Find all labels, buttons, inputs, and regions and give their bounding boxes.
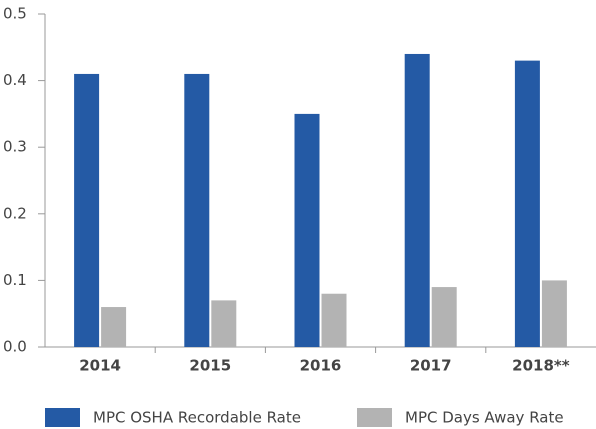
legend-label: MPC OSHA Recordable Rate [93, 409, 301, 427]
x-tick-label: 2017 [410, 357, 452, 375]
y-tick-label: 0.0 [3, 338, 27, 356]
bar [541, 280, 567, 347]
bar [404, 53, 430, 348]
y-tick-label: 0.5 [3, 5, 27, 23]
y-tick-label: 0.3 [3, 138, 27, 156]
bar [211, 300, 237, 347]
bar [184, 73, 210, 347]
bar [74, 73, 100, 347]
bar [294, 113, 320, 348]
x-tick-label: 2014 [79, 357, 121, 375]
bar [431, 287, 457, 347]
bar [321, 293, 347, 347]
legend-swatch [357, 408, 392, 427]
legend-label: MPC Days Away Rate [405, 409, 564, 427]
x-tick-label: 2015 [189, 357, 231, 375]
x-tick-label: 2018** [512, 357, 570, 375]
y-tick-label: 0.1 [3, 271, 27, 289]
bar [514, 60, 540, 348]
legend-swatch [45, 408, 80, 427]
y-tick-label: 0.4 [3, 71, 27, 89]
bar [101, 307, 127, 347]
x-tick-label: 2016 [300, 357, 342, 375]
y-tick-label: 0.2 [3, 204, 27, 222]
